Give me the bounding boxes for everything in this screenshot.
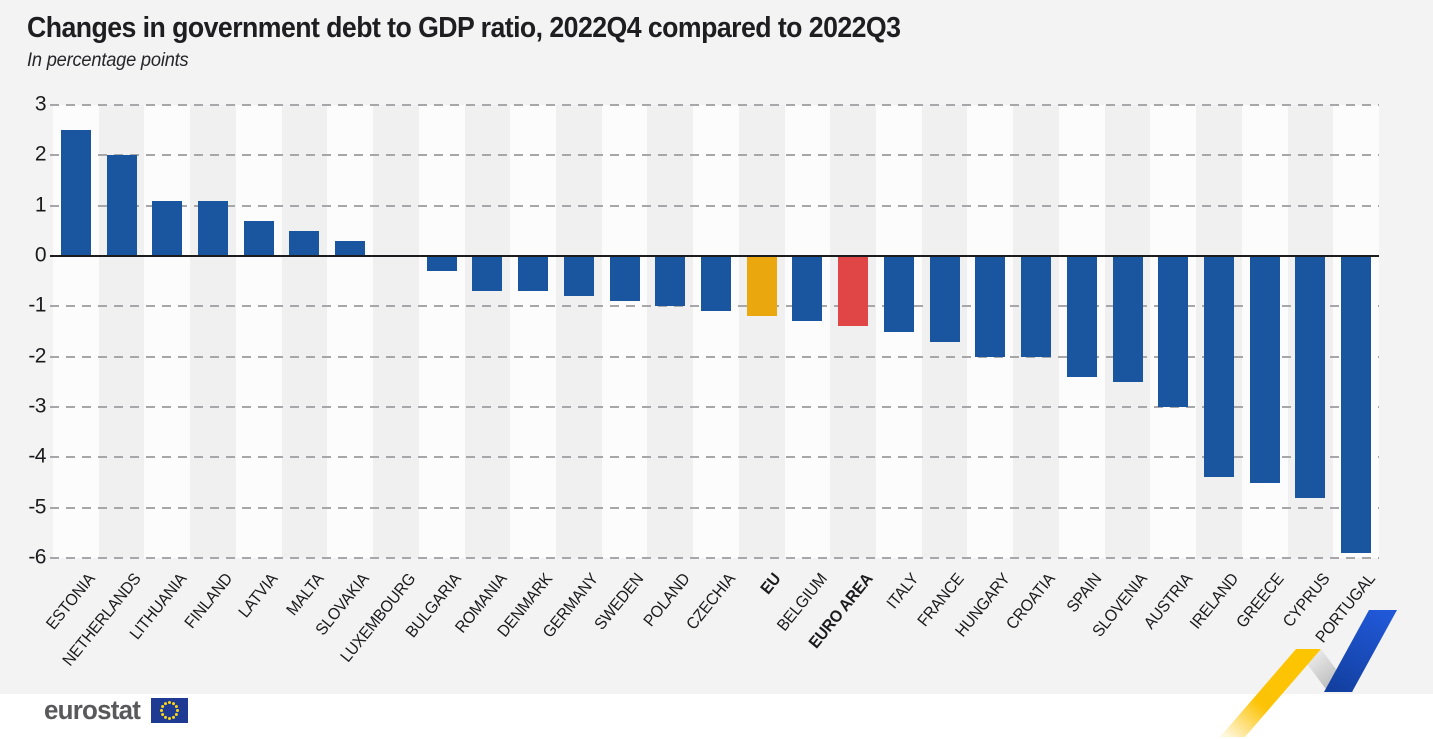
chart-title: Changes in government debt to GDP ratio,… [27, 12, 901, 44]
x-axis-label-latvia: LATVIA [235, 570, 282, 622]
eu-flag-star [161, 705, 165, 708]
bar-ireland [1203, 256, 1234, 478]
column-stripe [510, 105, 556, 558]
bar-hungary [975, 256, 1006, 357]
y-axis-tick-label: 1 [34, 193, 47, 217]
bar-france [929, 256, 960, 342]
eu-flag-star [176, 709, 180, 712]
bar-eu [746, 256, 777, 317]
gridline [50, 204, 1379, 207]
column-stripe [327, 105, 374, 558]
bar-bulgaria [426, 256, 457, 272]
gridline [50, 456, 1379, 459]
bar-finland [198, 200, 229, 256]
eu-flag-star [160, 709, 164, 712]
bar-croatia [1021, 256, 1052, 357]
footer-strip [0, 694, 1433, 739]
eurostat-ribbon-decoration [1220, 610, 1397, 737]
bar-slovenia [1112, 256, 1143, 382]
y-axis-tick-label: -5 [28, 495, 46, 519]
bar-poland [655, 256, 686, 307]
bar-euro-area [838, 256, 869, 327]
column-stripe [373, 105, 419, 558]
bar-netherlands [106, 155, 137, 256]
column-stripe [144, 105, 191, 558]
bar-czechia [701, 256, 731, 312]
column-stripe [647, 105, 694, 558]
eu-flag-star [164, 702, 168, 706]
chart-subtitle: In percentage points [27, 50, 189, 71]
y-axis-tick-label: -4 [28, 444, 46, 468]
bar-austria [1158, 256, 1189, 407]
column-stripe [555, 105, 602, 558]
bar-latvia [243, 220, 274, 256]
gridline [50, 355, 1379, 358]
bar-spain [1066, 256, 1097, 377]
bar-denmark [518, 256, 549, 292]
x-axis-label-malta: MALTA [282, 570, 328, 619]
ribbon-yellow-segment [1220, 649, 1321, 737]
column-stripe [876, 105, 922, 558]
bar-germany [563, 256, 594, 297]
column-stripe [830, 105, 877, 558]
bar-greece [1249, 256, 1280, 483]
bar-sweden [609, 256, 640, 302]
y-axis-tick-label: 3 [34, 92, 47, 116]
bar-belgium [792, 256, 823, 322]
bar-romania [472, 256, 503, 292]
gridline [50, 406, 1379, 408]
y-axis-tick-label: -1 [28, 293, 46, 317]
ribbon-blue-segment [1324, 610, 1397, 692]
gridline [50, 557, 1379, 559]
eurostat-logo: eurostat [44, 695, 189, 725]
eu-flag-star [175, 713, 179, 716]
bar-cyprus [1295, 256, 1326, 498]
x-axis-label-eu: EU [757, 570, 785, 598]
column-stripe [281, 105, 328, 558]
y-axis-tick-label: -3 [28, 394, 46, 418]
bar-slovakia [335, 240, 366, 256]
bar-lithuania [152, 200, 183, 256]
column-stripe [190, 105, 236, 558]
column-stripe [693, 105, 739, 558]
eu-flag-star [164, 715, 168, 719]
column-stripe [738, 105, 785, 558]
x-axis-label-italy: ITALY [882, 570, 922, 613]
eu-flag-star [168, 717, 172, 720]
eu-flag-star [172, 702, 176, 706]
eu-flag-star [172, 715, 176, 719]
eu-flag-star [168, 701, 172, 704]
y-axis-tick-label: -2 [28, 344, 46, 368]
gridline [50, 154, 1379, 157]
y-axis-tick-label: 2 [34, 142, 47, 166]
bar-malta [289, 230, 320, 256]
bar-estonia [60, 130, 91, 256]
column-stripe [418, 105, 465, 558]
bar-portugal [1341, 256, 1372, 553]
column-stripe [235, 105, 282, 558]
bar-italy [883, 256, 914, 332]
gridline [50, 506, 1379, 509]
column-stripe [601, 105, 648, 558]
x-axis-label-finland: FINLAND [181, 570, 237, 632]
column-stripe [784, 105, 831, 558]
column-stripe [464, 105, 511, 558]
gridline [50, 104, 1379, 106]
eu-flag-icon [151, 698, 189, 723]
eu-flag-star [161, 713, 165, 716]
eu-flag-star [175, 705, 179, 708]
y-axis-tick-label: -6 [28, 545, 46, 569]
zero-axis-line [50, 255, 1379, 257]
eurostat-logo-text: eurostat [44, 695, 141, 725]
y-axis-tick-label: 0 [34, 243, 47, 267]
x-axis-label-spain: SPAIN [1062, 570, 1105, 616]
